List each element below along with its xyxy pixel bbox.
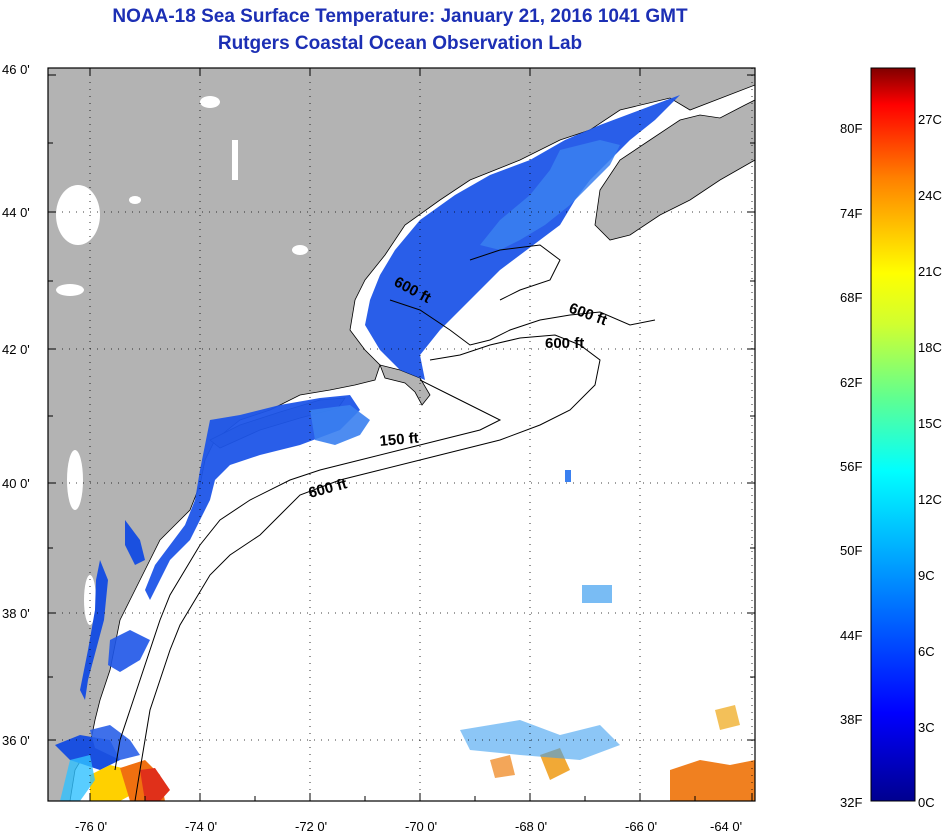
colorbar-label-c: 18C bbox=[918, 340, 942, 355]
colorbar-label-f: 56F bbox=[840, 459, 863, 474]
colorbar-label-c: 27C bbox=[918, 112, 942, 127]
lon-label: -72 0' bbox=[295, 819, 328, 834]
colorbar-label-c: 12C bbox=[918, 492, 942, 507]
lon-label: -68 0' bbox=[515, 819, 548, 834]
colorbar-label-f: 74F bbox=[840, 206, 863, 221]
map-title: NOAA-18 Sea Surface Temperature: January… bbox=[112, 6, 688, 27]
lat-label: 46 0' bbox=[2, 62, 30, 77]
colorbar-label-c: 21C bbox=[918, 264, 942, 279]
axis-ticks bbox=[48, 68, 755, 801]
colorbar-label-f: 80F bbox=[840, 121, 863, 136]
lat-label: 38 0' bbox=[2, 606, 30, 621]
colorbar-label-c: 15C bbox=[918, 416, 942, 431]
colorbar-label-c: 3C bbox=[918, 720, 935, 735]
lon-label: -66 0' bbox=[625, 819, 658, 834]
map-subtitle: Rutgers Coastal Ocean Observation Lab bbox=[217, 33, 583, 54]
inland-lakes bbox=[56, 96, 308, 625]
lon-label: -76 0' bbox=[75, 819, 108, 834]
colorbar-label-f: 44F bbox=[840, 628, 863, 643]
depth-contours bbox=[114, 244, 656, 801]
temperature-colorbar bbox=[870, 67, 916, 802]
lat-label: 42 0' bbox=[2, 342, 30, 357]
colorbar-label-f: 38F bbox=[840, 712, 863, 727]
lat-label: 44 0' bbox=[2, 205, 30, 220]
lat-label: 40 0' bbox=[2, 476, 30, 491]
lat-label: 36 0' bbox=[2, 733, 30, 748]
colorbar-label-c: 9C bbox=[918, 568, 935, 583]
colorbar-label-f: 62F bbox=[840, 375, 863, 390]
colorbar-label-c: 24C bbox=[918, 188, 942, 203]
colorbar-label-c: 0C bbox=[918, 795, 935, 810]
contour-label: 600 ft bbox=[545, 335, 584, 352]
land-mainland bbox=[48, 68, 755, 801]
colorbar-label-f: 32F bbox=[840, 795, 863, 810]
lon-label: -70 0' bbox=[405, 819, 438, 834]
colorbar-label-c: 6C bbox=[918, 644, 935, 659]
map-frame bbox=[47, 67, 756, 802]
colorbar-label-f: 50F bbox=[840, 543, 863, 558]
lon-label: -74 0' bbox=[185, 819, 218, 834]
sst-warm-patches bbox=[60, 705, 755, 801]
contour-label: 150 ft bbox=[379, 430, 420, 450]
land-nova-scotia bbox=[594, 99, 755, 241]
sst-cold-band bbox=[90, 95, 680, 760]
colorbar-label-f: 68F bbox=[840, 290, 863, 305]
lon-label: -64 0' bbox=[710, 819, 743, 834]
